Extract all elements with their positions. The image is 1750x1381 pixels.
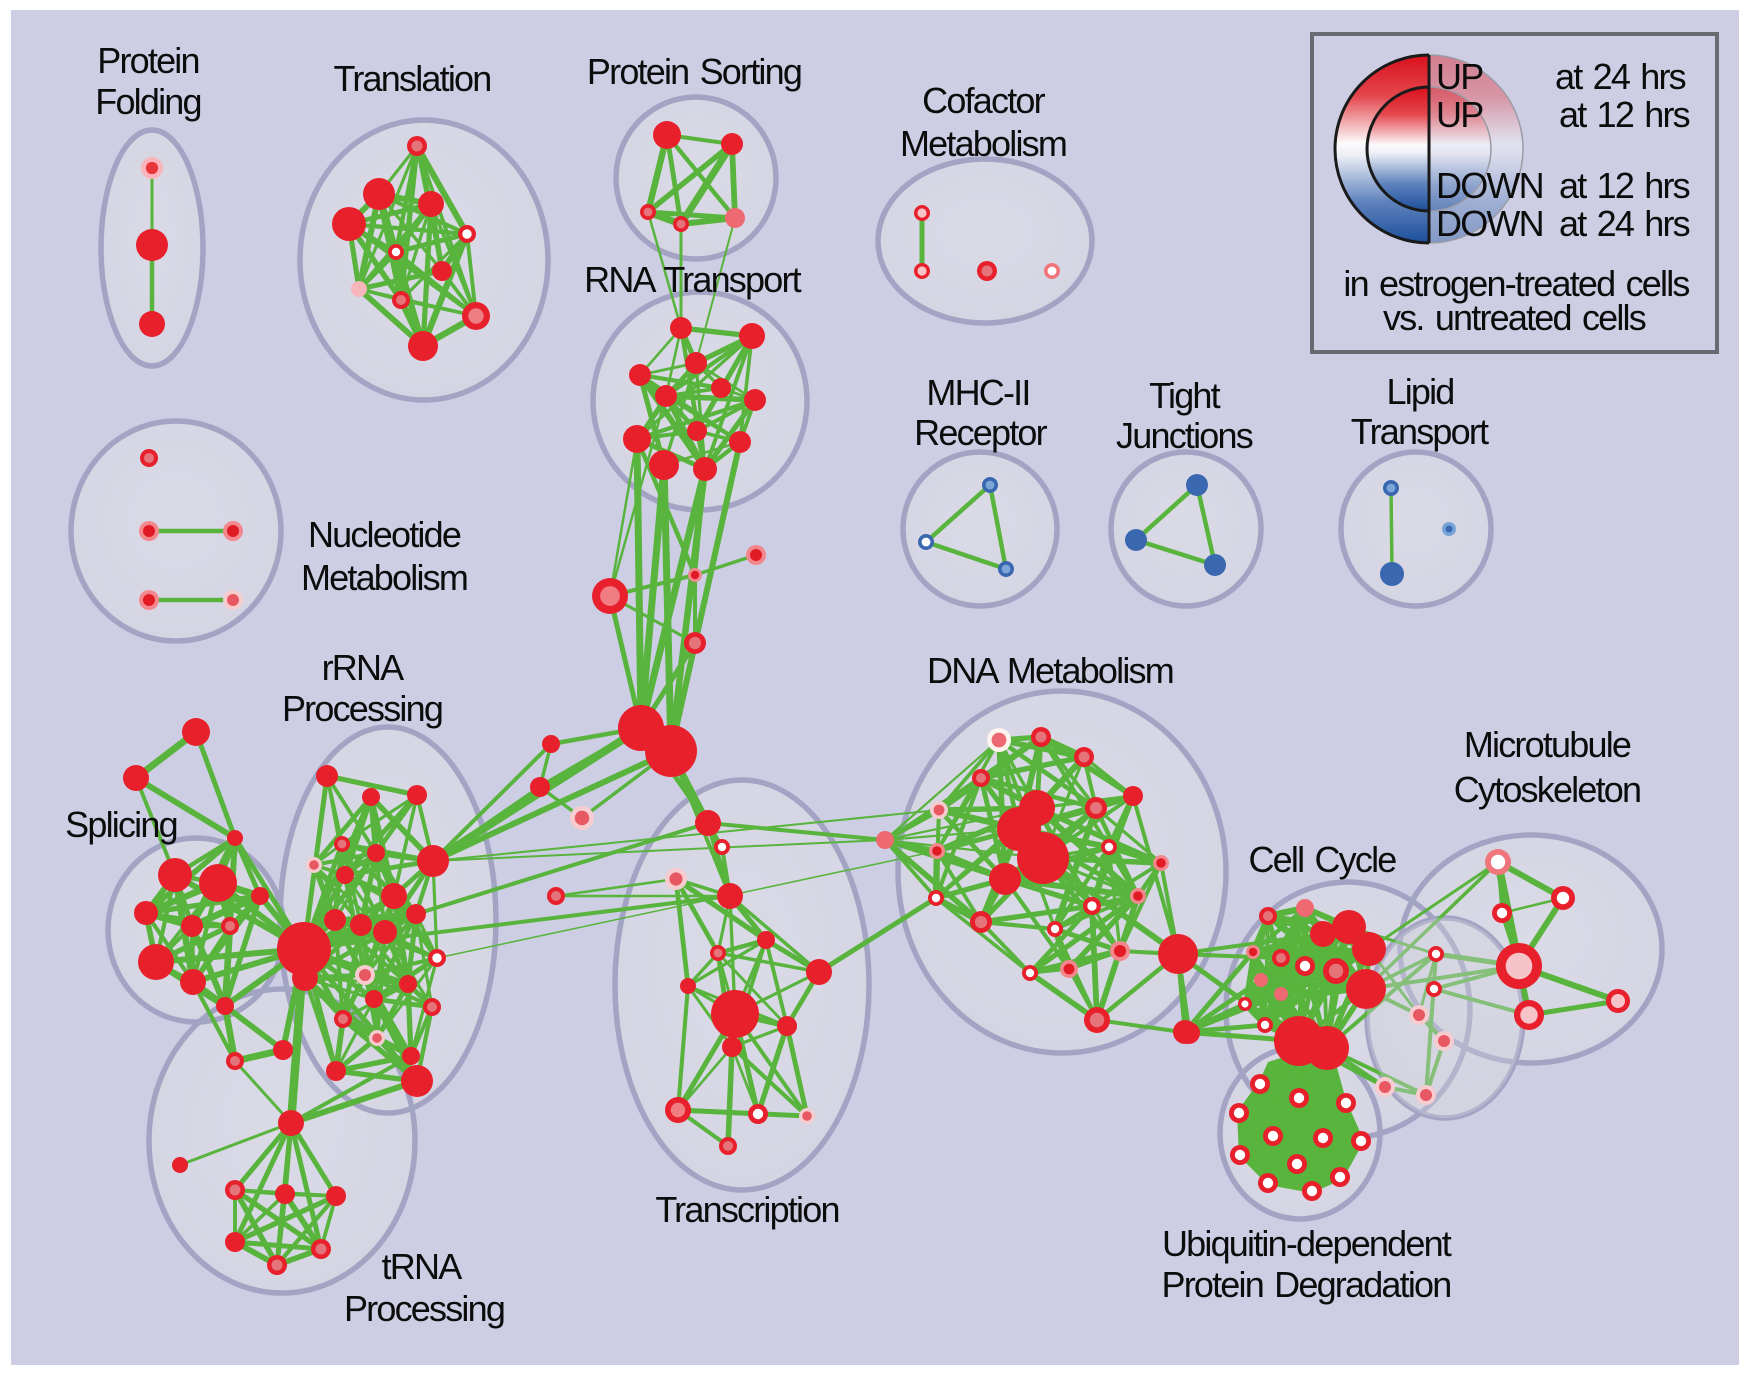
svg-text:Cell Cycle: Cell Cycle xyxy=(1248,839,1396,880)
svg-text:Transcription: Transcription xyxy=(655,1189,838,1230)
svg-text:Protein: Protein xyxy=(97,40,198,81)
svg-text:MHC-II: MHC-II xyxy=(926,372,1029,413)
svg-text:at 24 hrs: at 24 hrs xyxy=(1555,56,1686,97)
svg-text:UP: UP xyxy=(1436,94,1483,135)
svg-text:in estrogen-treated cells: in estrogen-treated cells xyxy=(1343,263,1689,304)
svg-text:at 24 hrs: at 24 hrs xyxy=(1559,203,1690,244)
svg-text:Processing: Processing xyxy=(282,688,442,729)
svg-text:Folding: Folding xyxy=(95,81,200,122)
svg-text:vs. untreated cells: vs. untreated cells xyxy=(1383,297,1646,338)
svg-text:DOWN: DOWN xyxy=(1436,203,1543,244)
svg-text:Translation: Translation xyxy=(334,58,491,99)
svg-text:Cofactor: Cofactor xyxy=(922,80,1045,121)
svg-text:Protein Sorting: Protein Sorting xyxy=(587,51,801,92)
svg-text:Nucleotide: Nucleotide xyxy=(308,514,461,555)
svg-text:Lipid: Lipid xyxy=(1386,371,1453,412)
svg-text:Splicing: Splicing xyxy=(65,804,177,845)
svg-text:Tight: Tight xyxy=(1149,375,1220,416)
svg-text:at 12 hrs: at 12 hrs xyxy=(1559,165,1690,206)
svg-text:Junctions: Junctions xyxy=(1116,415,1253,456)
svg-text:tRNA: tRNA xyxy=(382,1246,463,1287)
svg-text:Transport: Transport xyxy=(1351,411,1489,452)
svg-text:Ubiquitin-dependent: Ubiquitin-dependent xyxy=(1162,1223,1452,1264)
svg-text:DNA Metabolism: DNA Metabolism xyxy=(927,650,1173,691)
svg-text:DOWN: DOWN xyxy=(1436,165,1543,206)
svg-text:Cytoskeleton: Cytoskeleton xyxy=(1454,769,1641,810)
svg-text:rRNA: rRNA xyxy=(322,647,405,688)
svg-text:Metabolism: Metabolism xyxy=(301,557,467,598)
svg-text:UP: UP xyxy=(1436,56,1483,97)
svg-text:Processing: Processing xyxy=(344,1288,504,1329)
svg-text:Microtubule: Microtubule xyxy=(1464,724,1631,765)
svg-text:RNA Transport: RNA Transport xyxy=(584,259,801,300)
svg-text:Metabolism: Metabolism xyxy=(900,123,1066,164)
svg-text:Receptor: Receptor xyxy=(914,412,1047,453)
svg-text:Protein Degradation: Protein Degradation xyxy=(1161,1264,1450,1305)
svg-text:at 12 hrs: at 12 hrs xyxy=(1559,94,1690,135)
